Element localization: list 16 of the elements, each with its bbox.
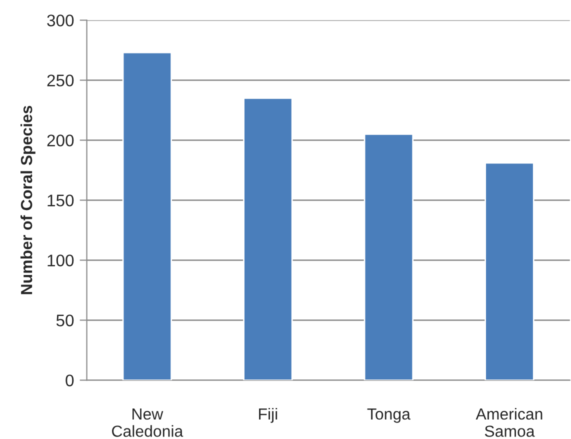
x-tick-label: American Samoa — [476, 408, 542, 437]
x-tick-label: New Caledonia — [112, 408, 184, 437]
y-tick-label: 150 — [48, 194, 74, 206]
bar — [364, 133, 414, 380]
bar — [122, 52, 172, 380]
x-tick-label: Tonga — [367, 408, 410, 423]
y-tick-label: 0 — [66, 374, 74, 386]
y-tick-label: 250 — [47, 74, 74, 86]
y-tick-label: 200 — [47, 134, 74, 146]
x-tick-label: Fiji — [259, 408, 278, 423]
bar — [243, 97, 293, 380]
y-axis-title: Number of Coral Species — [20, 106, 36, 294]
y-tick-label: 50 — [56, 314, 74, 326]
y-tick-label: 300 — [47, 14, 74, 26]
bar — [484, 162, 534, 380]
y-tick-label: 100 — [48, 254, 74, 266]
